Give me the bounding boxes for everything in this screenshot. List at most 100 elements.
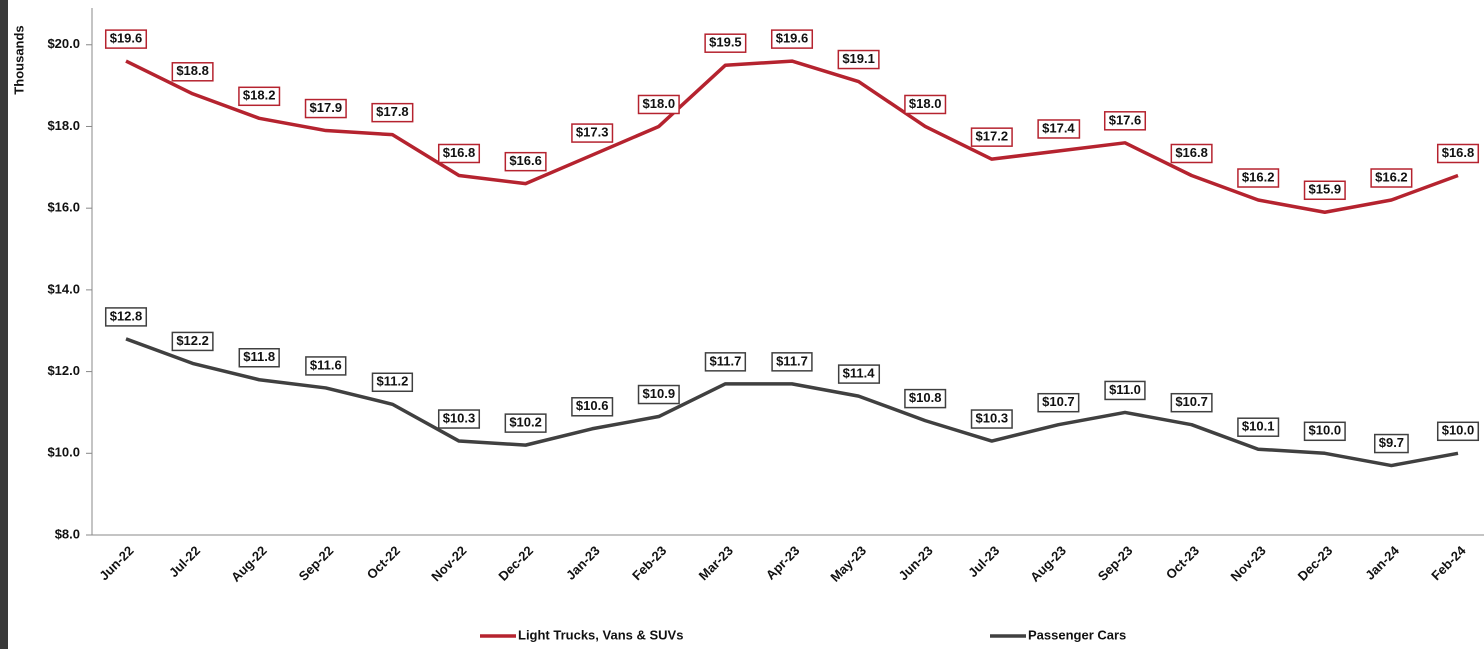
value-label-box <box>704 352 747 372</box>
y-tick-label: $20.0 <box>47 36 80 51</box>
x-tick-label: Oct-23 <box>1163 543 1202 582</box>
value-label: $19.6 <box>776 31 809 46</box>
x-tick-label: Nov-22 <box>428 543 469 584</box>
value-label-box <box>1436 143 1480 164</box>
value-label-box <box>904 388 947 409</box>
value-label: $17.4 <box>1042 120 1075 135</box>
value-label: $10.7 <box>1042 394 1075 409</box>
value-label-box <box>1303 180 1346 201</box>
value-label: $10.6 <box>576 398 609 413</box>
legend-label: Light Trucks, Vans & SUVs <box>518 627 683 642</box>
value-label-box <box>1370 168 1413 188</box>
value-label: $10.2 <box>509 415 542 430</box>
y-tick-label: $10.0 <box>47 445 80 460</box>
value-label-box <box>1436 421 1480 442</box>
value-label-box <box>837 49 880 70</box>
x-tick-label: Feb-24 <box>1428 542 1469 583</box>
value-label: $19.5 <box>709 35 742 50</box>
value-label: $16.8 <box>443 145 476 160</box>
value-label: $12.8 <box>110 308 143 323</box>
series-line <box>125 59 1459 215</box>
value-label-box <box>1373 433 1409 454</box>
value-label-box <box>771 352 813 372</box>
value-label: $16.8 <box>1175 145 1208 160</box>
value-label: $10.8 <box>909 390 942 405</box>
value-label-box <box>1037 119 1081 139</box>
x-tick-label: Aug-22 <box>228 543 270 585</box>
x-tick-label: May-23 <box>827 543 869 585</box>
x-tick-label: Nov-23 <box>1227 543 1268 584</box>
value-label: $17.6 <box>1109 112 1142 127</box>
x-tick-label: Mar-23 <box>696 543 736 583</box>
value-label: $15.9 <box>1309 182 1342 197</box>
value-label: $19.6 <box>110 31 143 46</box>
value-label-box <box>637 94 680 115</box>
value-label: $17.3 <box>576 125 609 140</box>
value-label-box <box>1170 143 1213 164</box>
value-label: $11.2 <box>376 374 408 389</box>
value-label-box <box>504 413 547 433</box>
value-label-box <box>970 127 1013 147</box>
x-tick-label: Jun-22 <box>96 543 136 583</box>
value-label: $16.2 <box>1375 169 1408 184</box>
value-label: $17.8 <box>376 104 409 119</box>
x-tick-label: Jul-23 <box>965 543 1002 580</box>
value-label-box <box>504 151 547 172</box>
value-label-box <box>371 102 414 123</box>
value-label-box <box>1237 168 1280 188</box>
x-tick-label: Apr-23 <box>763 543 803 583</box>
value-label: $10.3 <box>443 410 476 425</box>
value-label: $10.9 <box>643 386 676 401</box>
value-label-box <box>171 62 214 82</box>
value-label-box <box>305 356 347 376</box>
value-label-box <box>304 98 347 119</box>
value-label: $11.7 <box>776 353 808 368</box>
value-label-box <box>171 331 214 352</box>
value-label: $12.2 <box>176 333 209 348</box>
value-label-box <box>437 409 481 429</box>
y-tick-label: $12.0 <box>47 363 80 378</box>
value-label: $10.0 <box>1442 423 1475 438</box>
value-label: $17.9 <box>310 100 343 115</box>
value-label-box <box>1237 417 1280 437</box>
value-label: $11.6 <box>310 357 342 372</box>
y-tick-label: $16.0 <box>47 200 80 215</box>
x-tick-label: Sep-23 <box>1095 543 1136 584</box>
value-label: $19.1 <box>842 51 875 66</box>
value-label: $10.1 <box>1242 419 1275 434</box>
value-label: $11.0 <box>1109 382 1141 397</box>
value-label: $11.8 <box>243 349 275 364</box>
value-label: $17.2 <box>976 129 1009 144</box>
legend-label: Passenger Cars <box>1028 627 1126 642</box>
series-line <box>125 337 1459 468</box>
x-tick-label: Dec-23 <box>1295 543 1336 584</box>
value-label-box <box>571 123 614 143</box>
value-label: $18.8 <box>176 63 209 78</box>
value-label-box <box>104 307 148 327</box>
value-label: $16.2 <box>1242 169 1275 184</box>
value-label: $10.0 <box>1309 423 1342 438</box>
value-label-box <box>704 33 747 53</box>
value-label-box <box>1037 392 1080 413</box>
value-label: $16.8 <box>1442 145 1475 160</box>
x-tick-label: Oct-22 <box>364 543 403 582</box>
x-tick-label: Jan-24 <box>1362 542 1402 582</box>
value-label-box <box>904 94 947 115</box>
y-tick-label: $8.0 <box>55 526 80 541</box>
value-label-box <box>104 29 148 49</box>
y-tick-label: $18.0 <box>47 118 80 133</box>
value-label: $10.7 <box>1175 394 1208 409</box>
side-strip <box>0 0 8 649</box>
value-label-box <box>571 397 614 417</box>
x-tick-label: Aug-23 <box>1027 543 1069 585</box>
value-label-box <box>970 409 1013 429</box>
value-label-box <box>1303 421 1346 442</box>
value-label-box <box>637 384 680 405</box>
value-label: $11.4 <box>843 366 876 381</box>
value-label-box <box>238 86 281 107</box>
y-tick-label: $14.0 <box>47 281 80 296</box>
x-tick-label: Jul-22 <box>166 543 203 580</box>
value-label: $9.7 <box>1379 435 1404 450</box>
value-label: $18.0 <box>909 96 942 111</box>
